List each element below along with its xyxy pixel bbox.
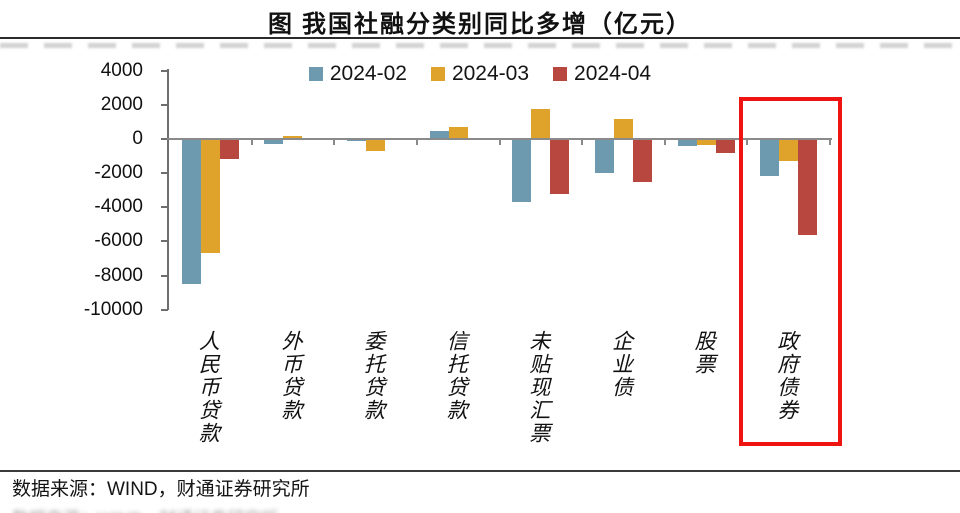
x-axis-category-label: 政府债券 [774, 330, 799, 422]
y-axis-tick-label: -4000 [94, 196, 143, 218]
x-axis-tick-mark [581, 139, 584, 145]
legend-item: 2024-03 [430, 62, 530, 86]
y-axis-tick-mark [161, 240, 168, 243]
x-axis-tick-mark [250, 139, 253, 145]
legend-label: 2024-02 [329, 62, 407, 85]
y-axis-tick-label: -2000 [94, 162, 143, 184]
y-axis-tick-label: 2000 [100, 93, 143, 115]
y-axis-tick-label: 4000 [100, 59, 143, 81]
blurred-text-artifact-bottom: 数据来源：WIND，财通证券研究所 [12, 504, 278, 513]
bar [632, 139, 652, 182]
data-source-note: 数据来源：WIND，财通证券研究所 [12, 479, 310, 500]
x-axis-tick-mark [746, 139, 749, 145]
bar [715, 139, 735, 153]
bar [798, 139, 818, 235]
bar [181, 139, 201, 285]
bar [677, 139, 697, 146]
y-axis-tick-mark [161, 69, 168, 72]
y-axis-tick-mark [161, 308, 168, 311]
blurred-text-artifact-top [0, 43, 960, 48]
bar [200, 139, 220, 254]
y-axis-tick-label: 0 [132, 128, 143, 149]
x-axis-category-label: 企业债 [609, 330, 634, 399]
y-axis-line [167, 69, 169, 310]
legend-item: 2024-02 [308, 62, 407, 86]
x-axis-tick-mark [498, 139, 501, 145]
bar [512, 139, 532, 203]
legend-label: 2024-04 [574, 62, 652, 85]
legend-swatch-icon [308, 67, 323, 81]
bar [760, 139, 780, 176]
title-divider-line [0, 37, 960, 39]
x-axis-category-label: 未贴现汇票 [526, 330, 551, 445]
highlight-rectangle [739, 97, 843, 446]
x-axis-category-label: 外币贷款 [278, 330, 303, 422]
x-axis-tick-mark [829, 139, 831, 145]
bar [264, 139, 284, 145]
bar [366, 139, 386, 151]
legend-swatch-icon [553, 67, 568, 81]
x-axis-zero-line [167, 138, 832, 140]
y-axis-tick-label: -6000 [94, 230, 143, 252]
bar [550, 139, 570, 194]
x-axis-tick-mark [415, 139, 418, 145]
x-axis-tick-mark [663, 139, 666, 145]
y-axis-tick-mark [161, 206, 168, 209]
footer-divider-line [0, 470, 960, 472]
bar [594, 139, 614, 174]
bar [613, 119, 633, 139]
x-axis-category-label: 信托贷款 [444, 330, 469, 422]
x-axis-category-label: 人民币贷款 [196, 330, 221, 445]
legend: 2024-02 2024-03 2024-04 [0, 59, 960, 89]
y-axis-tick-label: -10000 [83, 298, 143, 320]
y-axis-tick-mark [161, 274, 168, 277]
bar [283, 136, 303, 139]
legend-label: 2024-03 [451, 62, 530, 85]
x-axis-category-label: 委托贷款 [361, 330, 386, 422]
y-axis-tick-label: -8000 [94, 264, 143, 286]
y-axis-tick-mark [161, 103, 168, 106]
x-axis-category-label: 股票 [692, 330, 717, 376]
y-axis-tick-mark [161, 172, 168, 175]
legend-item: 2024-04 [553, 62, 651, 86]
bar [448, 127, 468, 139]
y-axis-tick-mark [161, 138, 168, 140]
legend-swatch-icon [430, 67, 445, 81]
bar [429, 131, 449, 139]
bar [779, 139, 799, 162]
chart-title: 图 我国社融分类别同比多增（亿元） [268, 12, 692, 38]
bar [219, 139, 239, 160]
x-axis-tick-mark [333, 139, 336, 145]
bar [531, 109, 551, 139]
bar [696, 139, 716, 145]
